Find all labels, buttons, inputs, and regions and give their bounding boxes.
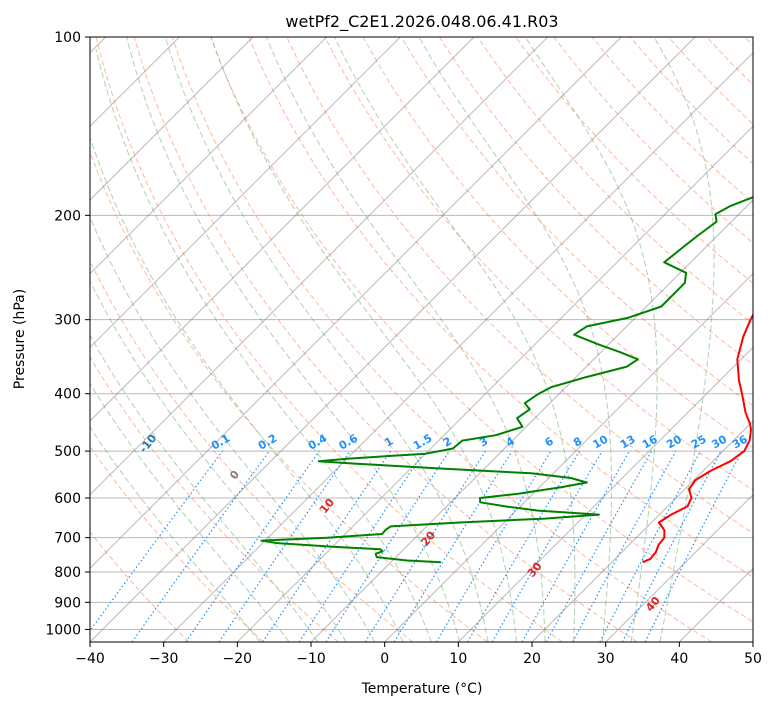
moist-adiabat-line bbox=[418, 37, 613, 642]
dewpoint-line bbox=[260, 196, 753, 564]
dry-adiabat-label: -30 bbox=[0, 364, 2, 388]
mixing-ratio-line bbox=[131, 450, 270, 642]
moist-adiabat-line bbox=[90, 135, 404, 642]
y-tick-label: 100 bbox=[54, 30, 81, 46]
x-tick-label: −20 bbox=[223, 651, 253, 667]
y-tick-label: 1000 bbox=[45, 622, 81, 638]
mixing-ratio-line bbox=[218, 450, 351, 642]
isotherm-line bbox=[90, 37, 622, 570]
y-tick-label: 800 bbox=[54, 565, 81, 581]
x-tick-label: −30 bbox=[149, 651, 179, 667]
isotherm-line bbox=[90, 37, 549, 496]
isotherm-line bbox=[90, 37, 401, 349]
moist-adiabat-line bbox=[95, 49, 432, 642]
dry-adiabat-line bbox=[133, 37, 638, 642]
isotherm-line bbox=[605, 493, 753, 642]
y-tick-label: 700 bbox=[54, 531, 81, 547]
moist-adiabat-line bbox=[266, 37, 546, 642]
moist-adiabat-line bbox=[90, 279, 347, 642]
x-tick-label: 20 bbox=[523, 651, 541, 667]
mixing-ratio-line bbox=[185, 450, 320, 642]
moist-adiabat-line bbox=[90, 215, 376, 642]
mixing-ratio-line bbox=[90, 450, 223, 632]
isotherm-line bbox=[457, 346, 753, 642]
isotherm-line bbox=[310, 199, 753, 642]
dry-adiabat-line bbox=[90, 150, 488, 642]
plot-frame bbox=[89, 36, 754, 643]
dry-adiabat-line bbox=[324, 37, 753, 491]
y-tick-label: 400 bbox=[54, 387, 81, 403]
isotherm-line bbox=[384, 272, 753, 642]
mixing-ratio-line bbox=[521, 450, 631, 642]
y-tick-label: 900 bbox=[54, 595, 81, 611]
chart-title: wetPf2_C2E1.2026.048.06.41.R03 bbox=[285, 12, 558, 32]
mixing-ratio-line bbox=[298, 450, 425, 642]
x-tick-label: 10 bbox=[449, 651, 467, 667]
x-tick-label: 40 bbox=[670, 651, 688, 667]
mixing-ratio-line bbox=[393, 450, 513, 642]
moist-adiabat-line bbox=[90, 426, 261, 642]
x-tick-label: 30 bbox=[597, 651, 615, 667]
x-tick-label: −10 bbox=[296, 651, 326, 667]
dry-adiabat-line bbox=[515, 37, 753, 284]
mixing-ratio-line bbox=[325, 450, 450, 642]
y-tick-label: 300 bbox=[54, 313, 81, 329]
moist-adiabat-line bbox=[164, 37, 489, 642]
isotherm-line bbox=[531, 420, 753, 642]
isotherm-line bbox=[752, 641, 753, 642]
profile-lines bbox=[260, 196, 753, 564]
dry-adiabat-line bbox=[171, 37, 712, 642]
x-axis-label: Temperature (°C) bbox=[361, 681, 483, 697]
moist-adiabat-line bbox=[524, 37, 658, 642]
y-axis-label: Pressure (hPa) bbox=[12, 289, 28, 389]
dry-adiabat-line bbox=[90, 356, 339, 642]
y-tick-label: 200 bbox=[54, 208, 81, 224]
x-tick-label: 0 bbox=[380, 651, 389, 667]
dry-adiabat-line bbox=[90, 445, 264, 642]
moist-adiabat-line bbox=[126, 37, 461, 642]
dry-adiabat-label: -20 bbox=[57, 401, 80, 425]
temperature-line bbox=[642, 312, 753, 564]
mixing-ratio-line bbox=[262, 450, 392, 642]
moist-adiabat-line bbox=[90, 334, 319, 642]
moist-adiabat-line bbox=[90, 382, 290, 642]
dry-adiabat-line bbox=[438, 37, 753, 366]
plot-background bbox=[90, 37, 753, 642]
moist-adiabat-line bbox=[653, 37, 715, 642]
y-tick-label: 500 bbox=[54, 444, 81, 460]
dry-adiabat-line bbox=[90, 531, 190, 642]
x-tick-label: −40 bbox=[75, 651, 105, 667]
y-tick-label: 600 bbox=[54, 491, 81, 507]
isotherm-line bbox=[90, 37, 254, 201]
mixing-ratio-line bbox=[644, 450, 743, 642]
isotherm-line bbox=[90, 37, 475, 422]
x-tick-label: 50 bbox=[744, 651, 762, 667]
mixing-ratio-line bbox=[545, 450, 653, 642]
background-lines bbox=[90, 37, 753, 642]
axes: −40 −30 −20 −10 0 10 20 30 40 50 100 200 300 400 500 60… bbox=[45, 30, 762, 667]
dry-adiabat-line bbox=[248, 37, 753, 578]
dry-adiabat-line bbox=[95, 37, 563, 642]
dry-adiabat-line bbox=[400, 37, 753, 407]
mixing-ratio-line bbox=[572, 450, 677, 642]
isotherm-line bbox=[236, 125, 753, 642]
isotherm-line bbox=[90, 37, 696, 642]
isotherm-line bbox=[90, 37, 328, 275]
